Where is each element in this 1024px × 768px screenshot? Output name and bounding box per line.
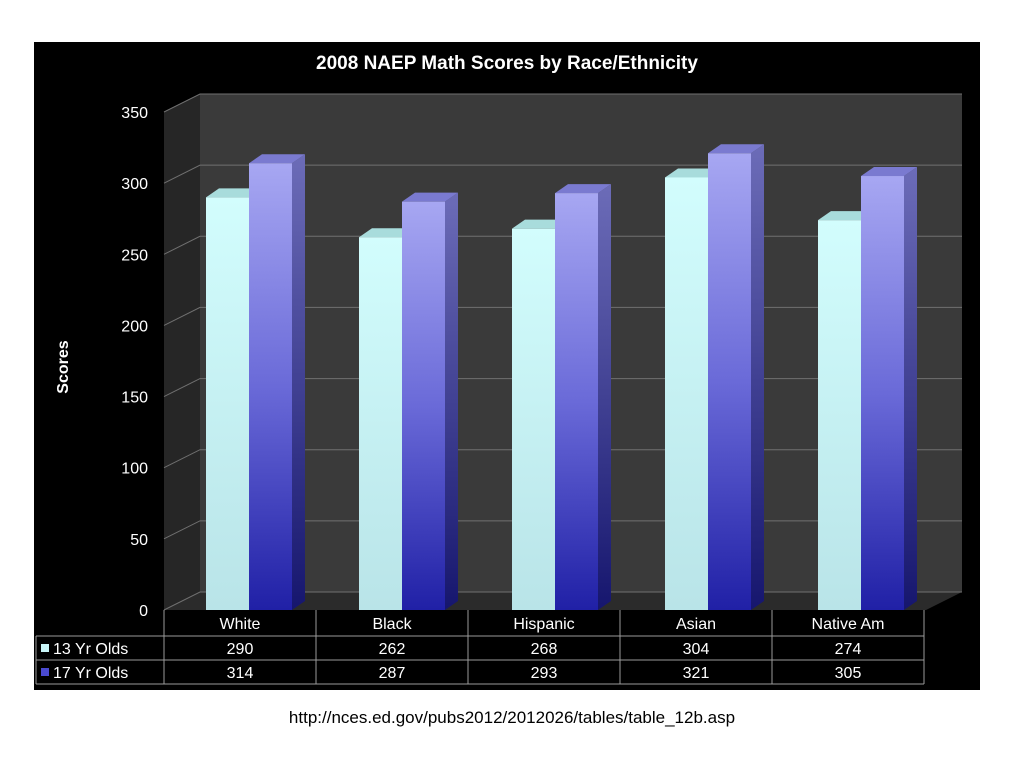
bar-front <box>359 237 402 610</box>
bar <box>861 167 917 610</box>
bar-side <box>598 184 611 611</box>
bar <box>708 144 764 610</box>
x-tick-label: White <box>220 616 261 633</box>
data-label: 304 <box>683 641 710 658</box>
bar-front <box>402 201 445 610</box>
y-tick-labels: 0 50 100 150 200 250 300 350 <box>121 105 148 620</box>
x-tick-label: Black <box>372 616 412 633</box>
chart-panel: 2008 NAEP Math Scores by Race/Ethnicity … <box>34 42 980 690</box>
data-label: 287 <box>379 665 406 682</box>
bar-front <box>206 197 249 610</box>
gridline <box>163 93 962 113</box>
bar-side <box>445 192 458 610</box>
data-label: 314 <box>227 665 254 682</box>
data-label: 321 <box>683 665 710 682</box>
data-label: 262 <box>379 641 406 658</box>
bar <box>555 184 611 611</box>
y-tick-label: 0 <box>139 603 148 620</box>
bar-front <box>665 177 708 611</box>
bar-top <box>555 184 611 194</box>
legend-label: 13 Yr Olds <box>53 641 128 658</box>
bar-front <box>249 163 292 611</box>
x-tick-label: Asian <box>676 616 716 633</box>
data-label: 290 <box>227 641 254 658</box>
bar-top <box>359 228 415 238</box>
bar-top <box>512 219 568 229</box>
source-url: http://nces.ed.gov/pubs2012/2012026/tabl… <box>288 708 736 727</box>
bar-top <box>861 167 917 177</box>
data-label: 305 <box>835 665 862 682</box>
bar-side <box>751 144 764 610</box>
legend-swatch-17 <box>41 668 49 676</box>
bar-front <box>861 176 904 610</box>
y-tick-label: 50 <box>130 532 148 549</box>
bar <box>402 192 458 610</box>
x-tick-label: Hispanic <box>513 616 574 633</box>
chart-title: 2008 NAEP Math Scores by Race/Ethnicity <box>316 53 698 74</box>
side-wall <box>164 94 200 610</box>
y-tick-label: 350 <box>121 105 148 122</box>
bar-top <box>402 192 458 202</box>
bar-front <box>512 228 555 610</box>
x-tick-label: Native Am <box>812 616 885 633</box>
y-tick-label: 100 <box>121 461 148 478</box>
legend-swatch-13 <box>41 644 49 652</box>
y-axis-label: Scores <box>55 340 72 393</box>
bar-top <box>249 154 305 164</box>
bar-top <box>665 168 721 178</box>
data-table: White Black Hispanic Asian Native Am 13 Yr Ol… <box>35 610 925 685</box>
legend-label: 17 Yr Olds <box>53 665 128 682</box>
data-label: 274 <box>835 641 862 658</box>
bar-front <box>708 153 751 610</box>
data-label: 268 <box>531 641 558 658</box>
chart-svg: 2008 NAEP Math Scores by Race/Ethnicity … <box>35 53 962 685</box>
bars <box>206 144 917 611</box>
y-tick-label: 200 <box>121 318 148 335</box>
bar-top <box>206 188 262 198</box>
y-tick-label: 150 <box>121 390 148 407</box>
bar-top <box>708 144 764 154</box>
bar-side <box>904 167 917 610</box>
bar-top <box>818 211 874 221</box>
data-label: 293 <box>531 665 558 682</box>
bar <box>249 154 305 611</box>
y-tick-label: 300 <box>121 176 148 193</box>
bar-front <box>818 220 861 610</box>
bar-side <box>292 154 305 611</box>
bar-front <box>555 193 598 611</box>
y-tick-label: 250 <box>121 247 148 264</box>
